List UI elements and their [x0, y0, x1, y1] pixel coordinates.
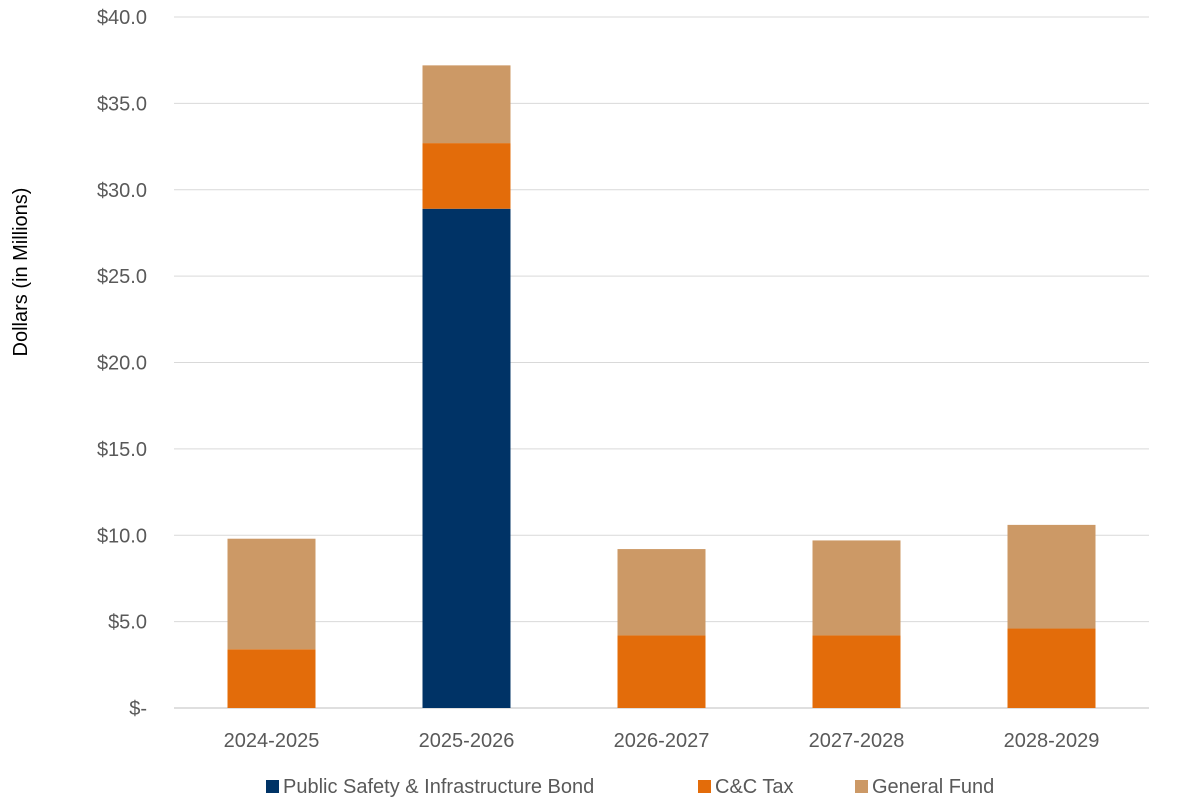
- y-tick-label: $10.0: [97, 525, 147, 547]
- y-tick-label: $5.0: [108, 612, 147, 634]
- legend-label: C&C Tax: [715, 776, 794, 798]
- bars: [227, 65, 1096, 708]
- y-axis-title: Dollars (in Millions): [10, 188, 32, 357]
- bar-segment: [812, 635, 901, 708]
- bar-segment: [227, 538, 316, 650]
- bar-segment: [812, 540, 901, 636]
- x-tick-label: 2024-2025: [224, 730, 320, 752]
- x-tick-label: 2028-2029: [1004, 730, 1100, 752]
- legend-label: General Fund: [872, 776, 994, 798]
- bar-segment: [227, 649, 316, 708]
- y-tick-label: $15.0: [97, 439, 147, 461]
- legend-label: Public Safety & Infrastructure Bond: [283, 776, 594, 798]
- bar-segment: [1007, 524, 1096, 629]
- gridlines: [174, 16, 1149, 709]
- x-tick-label: 2025-2026: [419, 730, 515, 752]
- y-tick-label: $-: [129, 698, 147, 720]
- y-tick-label: $25.0: [97, 266, 147, 288]
- bar-segment: [1007, 628, 1096, 708]
- y-tick-label: $40.0: [97, 7, 147, 29]
- y-tick-label: $30.0: [97, 180, 147, 202]
- bar-segment: [422, 208, 511, 708]
- bar-segment: [422, 143, 511, 209]
- bar-segment: [617, 635, 706, 708]
- y-axis-tick-labels: $- $5.0 $10.0 $15.0 $20.0 $25.0 $30.0 $35.0 $40.…: [97, 7, 147, 720]
- legend-swatch: [698, 780, 711, 793]
- legend-swatch: [266, 780, 279, 793]
- bar-segment: [422, 65, 511, 144]
- y-tick-label: $35.0: [97, 93, 147, 115]
- x-axis-tick-labels: 2024-2025 2025-2026 2026-2027 2027-2028 2028…: [224, 730, 1100, 752]
- y-tick-label: $20.0: [97, 353, 147, 375]
- legend-swatch: [855, 780, 868, 793]
- x-tick-label: 2026-2027: [614, 730, 710, 752]
- bar-segment: [617, 549, 706, 636]
- x-tick-label: 2027-2028: [809, 730, 905, 752]
- legend: Public Safety & Infrastructure Bond C&C T…: [266, 776, 994, 798]
